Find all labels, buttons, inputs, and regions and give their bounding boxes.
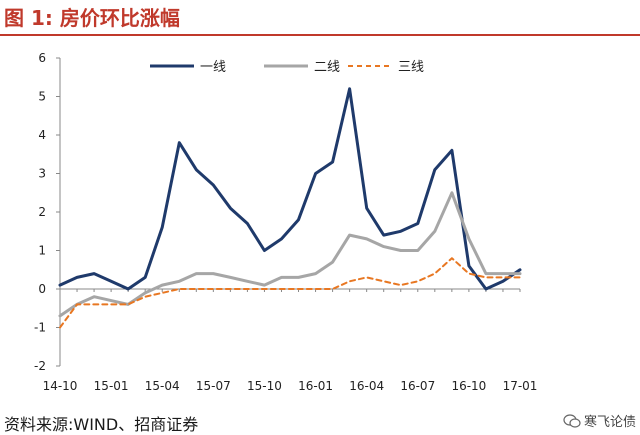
y-tick-label: 2 bbox=[38, 205, 46, 219]
series-layer bbox=[58, 87, 522, 329]
line-chart: -2 -1 0 1 2 3 4 5 6 14-10 15-01 15-04 15-07 15-10 16-… bbox=[34, 51, 538, 393]
x-tick-label: 16-07 bbox=[400, 379, 435, 393]
legend-label: 三线 bbox=[398, 60, 424, 75]
y-tick-label: 5 bbox=[38, 90, 46, 104]
watermark-text: 寒飞论债 bbox=[583, 415, 636, 430]
x-tick-label: 16-10 bbox=[451, 379, 486, 393]
x-tick-label: 15-10 bbox=[247, 379, 282, 393]
x-tick-label: 14-10 bbox=[43, 379, 78, 393]
figure-title: 图 1: 房价环比涨幅 bbox=[4, 6, 180, 30]
y-tick-label: 4 bbox=[38, 128, 46, 142]
x-tick-label: 15-04 bbox=[145, 379, 180, 393]
series-line-二线 bbox=[58, 191, 522, 318]
x-tick-label: 16-01 bbox=[298, 379, 333, 393]
legend-label: 一线 bbox=[200, 60, 226, 75]
series-line-一线 bbox=[58, 87, 522, 291]
y-tick-label: 3 bbox=[38, 167, 46, 181]
x-tick-label: 16-04 bbox=[349, 379, 384, 393]
y-tick-label: 6 bbox=[38, 51, 46, 65]
legend: 一线 二线 三线 bbox=[150, 60, 424, 75]
x-tick-label: 17-01 bbox=[503, 379, 538, 393]
wechat-icon bbox=[563, 413, 581, 428]
x-axis: 14-10 15-01 15-04 15-07 15-10 16-01 16-04 16-07… bbox=[43, 288, 538, 393]
y-tick-label: 0 bbox=[38, 282, 46, 296]
title-divider bbox=[0, 34, 640, 36]
x-tick-label: 15-01 bbox=[94, 379, 129, 393]
source-note: 资料来源:WIND、招商证券 bbox=[4, 415, 199, 434]
x-tick-label: 15-07 bbox=[196, 379, 231, 393]
y-axis: -2 -1 0 1 2 3 4 5 6 bbox=[34, 51, 61, 373]
watermark: 寒飞论债 bbox=[563, 411, 636, 430]
y-tick-label: 1 bbox=[38, 244, 46, 258]
series-line-三线 bbox=[59, 257, 521, 329]
y-tick-label: -2 bbox=[34, 359, 46, 373]
y-tick-label: -1 bbox=[34, 321, 46, 335]
legend-label: 二线 bbox=[314, 60, 340, 75]
